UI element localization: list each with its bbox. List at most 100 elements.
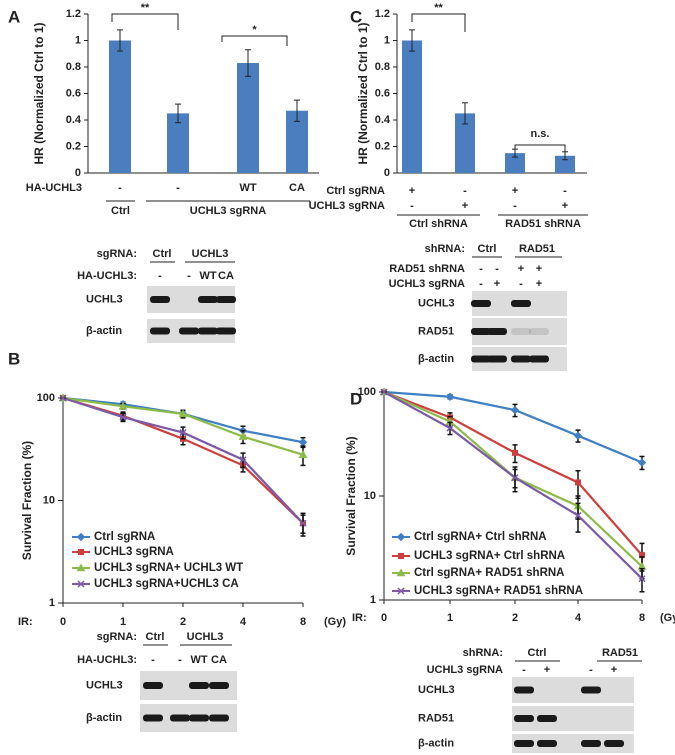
error-bar	[175, 103, 181, 124]
marker	[511, 474, 519, 482]
x-tick-label: 1	[447, 612, 453, 624]
y-tick-label: 10	[43, 494, 55, 506]
blot-band	[471, 355, 491, 363]
marker	[445, 392, 455, 401]
y-tick-label: 0.6	[375, 87, 390, 99]
marker	[510, 405, 520, 415]
y-axis-label: Survival Fraction (%)	[20, 441, 34, 560]
significance-bracket	[411, 13, 466, 32]
row-value: -	[410, 200, 414, 212]
blot-band	[581, 740, 601, 747]
marker	[574, 511, 582, 519]
blot-band	[604, 740, 624, 747]
x-tick-label: 8	[300, 616, 306, 628]
legend-label: UCHL3 sgRNA+ RAD51 shRNA	[414, 585, 583, 597]
lane-label: +	[544, 664, 550, 676]
row-label: UCHL3 sgRNA	[309, 200, 385, 212]
row-label: Ctrl sgRNA	[326, 185, 385, 197]
marker	[118, 401, 128, 410]
blot-row-label: β-actin	[86, 712, 122, 724]
blot-header: sgRNA:	[97, 248, 137, 260]
bar	[237, 63, 259, 173]
marker	[299, 519, 307, 527]
bar	[402, 40, 422, 173]
blot-band	[514, 686, 534, 694]
lane-row-label: UCHL3 sgRNA	[427, 664, 503, 676]
legend-label: UCHL3 sgRNA+UCHL3 CA	[94, 578, 239, 590]
blot-band	[537, 740, 557, 747]
marker	[396, 532, 406, 542]
lane-label: CA	[211, 654, 227, 666]
row-value: +	[409, 185, 415, 197]
marker	[512, 449, 518, 456]
row-value: -	[463, 185, 467, 197]
lane-label: -	[158, 270, 162, 282]
blot-band	[143, 682, 163, 689]
row-value: +	[462, 200, 468, 212]
error-bar	[462, 102, 468, 125]
error-bar	[245, 49, 251, 77]
y-axis-label: HR (Normalized Ctrl to 1)	[356, 22, 370, 164]
group-label: UCHL3 sgRNA	[190, 205, 266, 217]
marker	[298, 438, 308, 447]
marker	[397, 587, 405, 595]
lane-label: +	[611, 664, 617, 676]
blot-header: shRNA:	[425, 243, 465, 255]
lane-label: CA	[218, 270, 234, 282]
lane-label: -	[519, 278, 523, 290]
y-tick-label: 0	[75, 167, 81, 179]
marker	[446, 424, 454, 432]
y-tick-label: 0.2	[375, 140, 390, 152]
marker	[119, 413, 127, 421]
y-tick-label: 1.2	[375, 8, 390, 20]
blot-band	[514, 715, 534, 722]
blot-band	[216, 296, 236, 303]
blot-band	[150, 296, 170, 303]
row-value: +	[562, 200, 568, 212]
y-tick-label: 100	[358, 386, 376, 398]
blot-band	[198, 327, 218, 335]
x-tick-label: 1	[120, 616, 126, 628]
blot-band	[189, 682, 209, 689]
lane-label: -	[479, 278, 483, 290]
marker	[575, 479, 581, 486]
significance-label: **	[141, 2, 150, 14]
blot-band	[537, 715, 557, 722]
series-line	[62, 396, 304, 456]
x-tick-label: 4	[575, 612, 582, 624]
significance-label: *	[252, 24, 257, 36]
lane-row-label: RAD51 shRNA	[389, 263, 465, 275]
bar	[286, 110, 308, 173]
marker	[239, 456, 247, 464]
row-label: HA-UCHL3	[26, 182, 82, 194]
x-tick-label: 2	[180, 616, 186, 628]
blot-row-label: β-actin	[418, 737, 454, 749]
group-label: Ctrl shRNA	[409, 218, 468, 230]
row-value: WT	[239, 182, 256, 194]
error-bar	[117, 29, 123, 52]
y-tick-label: 1	[384, 34, 390, 46]
error-bar	[409, 29, 415, 52]
marker	[638, 575, 646, 583]
panel-letter: B	[8, 349, 20, 368]
blot-group: Ctrl	[528, 647, 547, 659]
y-tick-label: 0	[384, 167, 390, 179]
blot-strip	[512, 734, 634, 753]
legend-label: UCHL3 sgRNA+ UCHL3 WT	[94, 562, 243, 574]
blot-group: Ctrl	[153, 248, 172, 260]
lane-label: +	[494, 278, 500, 290]
group-label: RAD51 shRNA	[505, 218, 581, 230]
y-tick-label: 0.4	[66, 114, 82, 126]
legend-label: Ctrl sgRNA	[94, 531, 155, 543]
y-axis-label: Survival Fraction (%)	[344, 436, 358, 555]
blot-band	[471, 328, 491, 335]
blot-group: UCHL3	[187, 631, 224, 643]
y-tick-label: 0.4	[375, 114, 391, 126]
significance-bracket	[111, 13, 179, 30]
marker	[78, 549, 84, 555]
marker	[380, 388, 388, 396]
blot-band	[487, 328, 507, 335]
significance-label: n.s.	[531, 128, 550, 140]
legend-label: Ctrl sgRNA+ Ctrl shRNA	[414, 531, 547, 543]
x-prefix: IR:	[352, 612, 367, 624]
